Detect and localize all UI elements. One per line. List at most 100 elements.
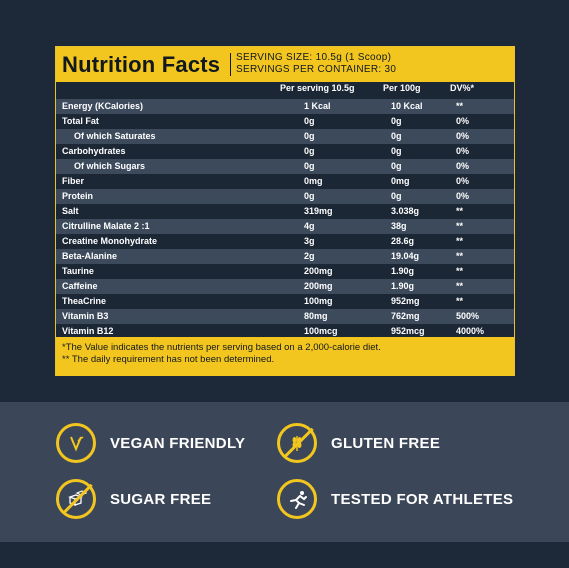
- per-100g-value: 19.04g: [391, 251, 420, 261]
- dv-value: 4000%: [456, 326, 485, 336]
- servings-per-container: SERVINGS PER CONTAINER: 30: [236, 64, 397, 75]
- nutrition-header: Nutrition Facts SERVING SIZE: 10.5g (1 S…: [56, 47, 514, 82]
- badge-label: TESTED FOR ATHLETES: [331, 490, 514, 508]
- dv-value: **: [456, 266, 464, 276]
- per-serving-value: 0g: [304, 161, 315, 171]
- per-serving-value: 1 Kcal: [304, 101, 331, 111]
- per-100g-value: 38g: [391, 221, 407, 231]
- dv-value: 0%: [456, 146, 470, 156]
- footnote-serving: *The Value indicates the nutrients per s…: [62, 342, 381, 353]
- dv-value: 500%: [456, 311, 480, 321]
- feature-badges: VEGAN FRIENDLY GLUTEN FREE SUGAR FR: [0, 402, 569, 542]
- dv-value: 0%: [456, 131, 470, 141]
- table-row: Total Fat 0g 0g 0%: [56, 114, 514, 129]
- nutrition-title: Nutrition Facts: [62, 52, 221, 77]
- footnotes: *The Value indicates the nutrients per s…: [56, 337, 514, 376]
- per-100g-value: 952mg: [391, 296, 420, 306]
- no-sugar-cubes-icon: [56, 479, 96, 519]
- table-row: Taurine 200mg 1.90g **: [56, 264, 514, 279]
- footnote-daily: ** The daily requirement has not been de…: [62, 354, 275, 365]
- table-row: Vitamin B12 100mcg 952mcg 4000%: [56, 324, 514, 339]
- nutrient-name: Fiber: [62, 176, 85, 186]
- dv-value: **: [456, 221, 464, 231]
- table-row: Citrulline Malate 2 :1 4g 38g **: [56, 219, 514, 234]
- badge-label: VEGAN FRIENDLY: [110, 434, 246, 452]
- dv-value: **: [456, 101, 464, 111]
- dv-value: 0%: [456, 116, 470, 126]
- per-100g-value: 1.90g: [391, 266, 415, 276]
- per-serving-value: 0g: [304, 191, 315, 201]
- per-serving-value: 319mg: [304, 206, 333, 216]
- per-100g-value: 0g: [391, 146, 402, 156]
- per-serving-value: 200mg: [304, 266, 333, 276]
- nutrient-name: Of which Saturates: [74, 131, 156, 141]
- table-row: Vitamin B3 80mg 762mg 500%: [56, 309, 514, 324]
- per-100g-value: 0g: [391, 131, 402, 141]
- nutrient-name: Of which Sugars: [74, 161, 146, 171]
- dv-value: **: [456, 236, 464, 246]
- per-100g-value: 0g: [391, 161, 402, 171]
- nutrient-name: Salt: [62, 206, 79, 216]
- nutrient-name: Vitamin B12: [62, 326, 114, 336]
- nutrient-name: Citrulline Malate 2 :1: [62, 221, 150, 231]
- per-serving-value: 4g: [304, 221, 315, 231]
- per-serving-value: 200mg: [304, 281, 333, 291]
- nutrient-name: Energy (KCalories): [62, 101, 144, 111]
- table-row: Of which Saturates 0g 0g 0%: [56, 129, 514, 144]
- per-100g-value: 0g: [391, 191, 402, 201]
- nutrition-table: Energy (KCalories) 1 Kcal 10 Kcal ** Total …: [56, 99, 514, 339]
- dv-value: 0%: [456, 176, 470, 186]
- per-100g-value: 3.038g: [391, 206, 420, 216]
- badge-athletes: TESTED FOR ATHLETES: [277, 479, 513, 519]
- nutrition-facts-panel: Nutrition Facts SERVING SIZE: 10.5g (1 S…: [55, 46, 515, 376]
- header-divider: [230, 53, 231, 76]
- serving-size: SERVING SIZE: 10.5g (1 Scoop): [236, 52, 392, 63]
- per-serving-value: 100mcg: [304, 326, 338, 336]
- table-row: TheaCrine 100mg 952mg **: [56, 294, 514, 309]
- per-serving-value: 0mg: [304, 176, 323, 186]
- per-100g-value: 952mcg: [391, 326, 425, 336]
- col-per-serving: Per serving 10.5g: [280, 83, 355, 93]
- dv-value: 0%: [456, 161, 470, 171]
- table-row: Carbohydrates 0g 0g 0%: [56, 144, 514, 159]
- table-row: Of which Sugars 0g 0g 0%: [56, 159, 514, 174]
- dv-value: 0%: [456, 191, 470, 201]
- badge-gluten: GLUTEN FREE: [277, 423, 440, 463]
- per-100g-value: 28.6g: [391, 236, 415, 246]
- nutrient-name: Protein: [62, 191, 94, 201]
- nutrient-name: Total Fat: [62, 116, 99, 126]
- per-serving-value: 0g: [304, 146, 315, 156]
- badge-label: SUGAR FREE: [110, 490, 212, 508]
- per-serving-value: 0g: [304, 116, 315, 126]
- badge-vegan: VEGAN FRIENDLY: [56, 423, 245, 463]
- nutrient-name: Vitamin B3: [62, 311, 109, 321]
- per-100g-value: 10 Kcal: [391, 101, 423, 111]
- per-serving-value: 0g: [304, 131, 315, 141]
- nutrient-name: Beta-Alanine: [62, 251, 118, 261]
- vegan-leaf-icon: [56, 423, 96, 463]
- col-per-100g: Per 100g: [383, 83, 421, 93]
- nutrient-name: Carbohydrates: [62, 146, 126, 156]
- nutrient-name: Caffeine: [62, 281, 98, 291]
- table-row: Fiber 0mg 0mg 0%: [56, 174, 514, 189]
- table-row: Energy (KCalories) 1 Kcal 10 Kcal **: [56, 99, 514, 114]
- table-row: Creatine Monohydrate 3g 28.6g **: [56, 234, 514, 249]
- table-row: Salt 319mg 3.038g **: [56, 204, 514, 219]
- table-row: Beta-Alanine 2g 19.04g **: [56, 249, 514, 264]
- per-100g-value: 0mg: [391, 176, 410, 186]
- nutrient-name: Taurine: [62, 266, 94, 276]
- badge-label: GLUTEN FREE: [331, 434, 441, 452]
- runner-icon: [277, 479, 317, 519]
- badge-sugar: SUGAR FREE: [56, 479, 211, 519]
- per-serving-value: 80mg: [304, 311, 328, 321]
- serving-info: SERVING SIZE: 10.5g (1 Scoop) SERVINGS P…: [236, 52, 396, 76]
- per-serving-value: 2g: [304, 251, 315, 261]
- col-dv: DV%*: [450, 83, 475, 93]
- dv-value: **: [456, 251, 464, 261]
- per-100g-value: 1.90g: [391, 281, 415, 291]
- per-serving-value: 3g: [304, 236, 315, 246]
- per-100g-value: 762mg: [391, 311, 420, 321]
- no-gluten-icon: [277, 423, 317, 463]
- dv-value: **: [456, 206, 464, 216]
- nutrient-name: Creatine Monohydrate: [62, 236, 158, 246]
